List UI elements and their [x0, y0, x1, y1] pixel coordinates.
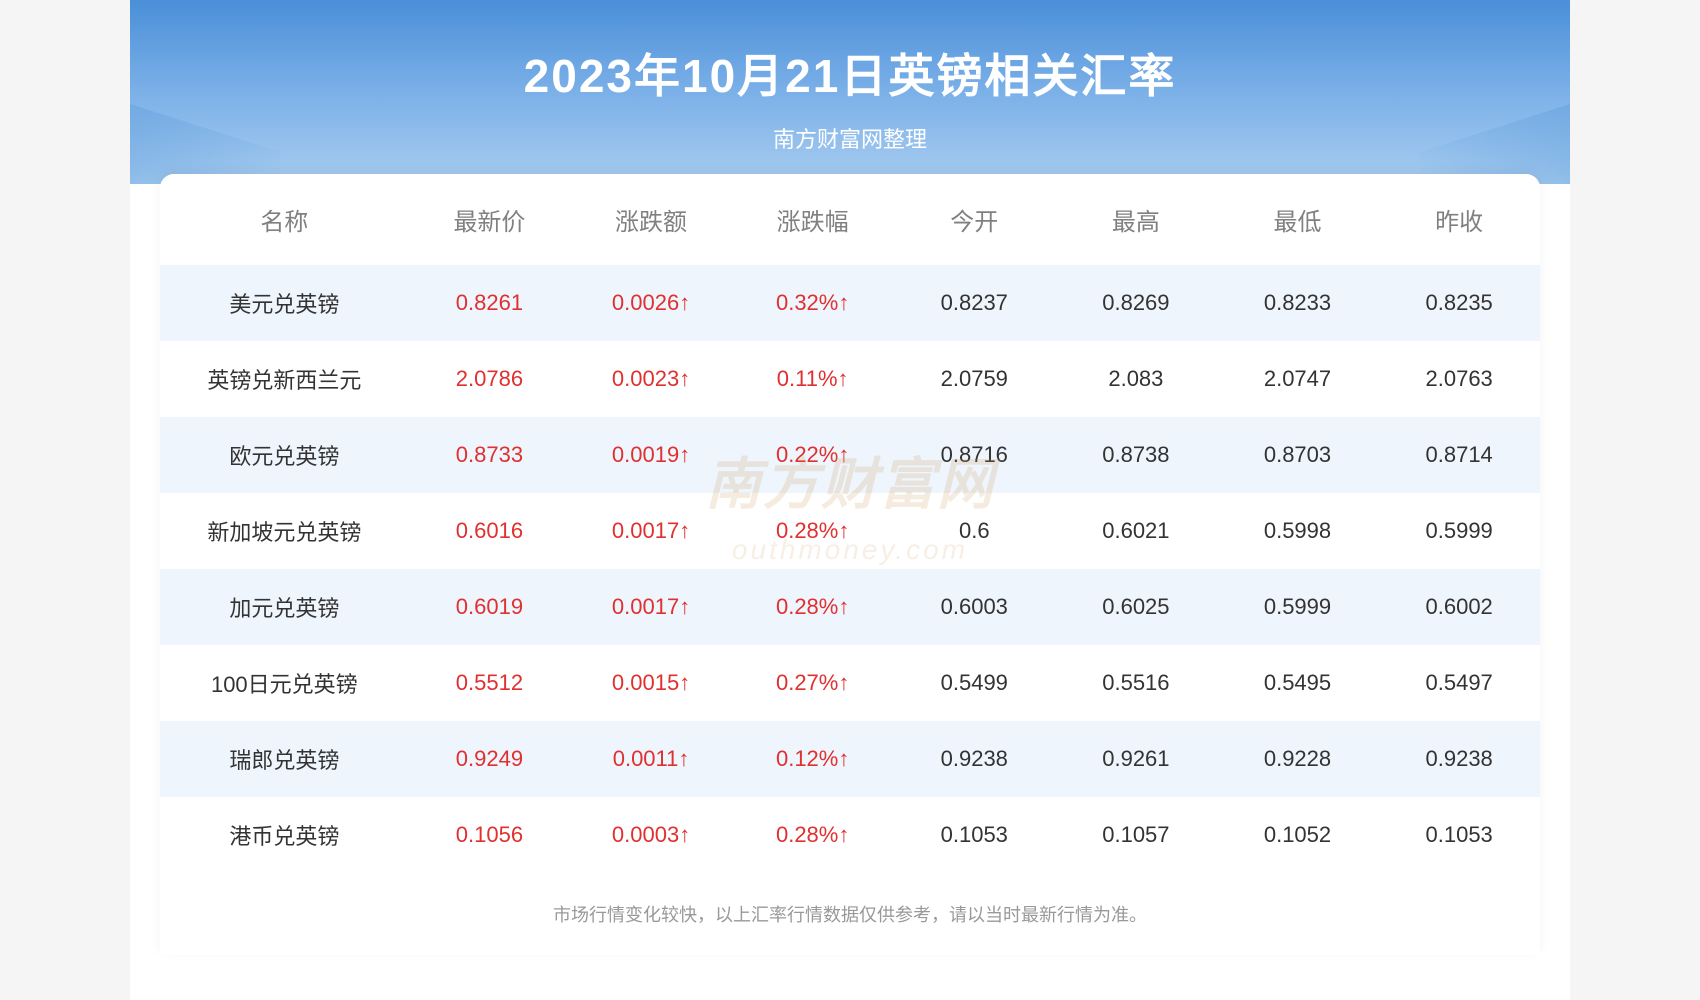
cell-change: 0.0026↑ — [570, 265, 732, 341]
cell-change: 0.0017↑ — [570, 569, 732, 645]
cell-change: 0.0015↑ — [570, 645, 732, 721]
cell-prev: 2.0763 — [1378, 341, 1540, 417]
cell-prev: 0.9238 — [1378, 721, 1540, 797]
col-header-open: 今开 — [893, 174, 1055, 265]
cell-prev: 0.1053 — [1378, 797, 1540, 873]
col-header-pct: 涨跌幅 — [732, 174, 894, 265]
cell-change: 0.0023↑ — [570, 341, 732, 417]
table-row: 新加坡元兑英镑0.60160.0017↑0.28%↑0.60.60210.599… — [160, 493, 1540, 569]
col-header-prev: 昨收 — [1378, 174, 1540, 265]
table-row: 加元兑英镑0.60190.0017↑0.28%↑0.60030.60250.59… — [160, 569, 1540, 645]
cell-high: 0.1057 — [1055, 797, 1217, 873]
page-subtitle: 南方财富网整理 — [130, 122, 1570, 154]
table-row: 瑞郎兑英镑0.92490.0011↑0.12%↑0.92380.92610.92… — [160, 721, 1540, 797]
table-header: 名称 最新价 涨跌额 涨跌幅 今开 最高 最低 昨收 — [160, 174, 1540, 265]
cell-low: 0.1052 — [1217, 797, 1379, 873]
cell-name: 瑞郎兑英镑 — [160, 721, 409, 797]
cell-pct: 0.28%↑ — [732, 493, 894, 569]
cell-pct: 0.11%↑ — [732, 341, 894, 417]
cell-latest: 0.6019 — [409, 569, 571, 645]
table-header-row: 名称 最新价 涨跌额 涨跌幅 今开 最高 最低 昨收 — [160, 174, 1540, 265]
cell-high: 0.8269 — [1055, 265, 1217, 341]
table-wrapper: 名称 最新价 涨跌额 涨跌幅 今开 最高 最低 昨收 美元兑英镑0.82610.… — [130, 174, 1570, 955]
cell-low: 2.0747 — [1217, 341, 1379, 417]
cell-high: 0.9261 — [1055, 721, 1217, 797]
cell-latest: 0.6016 — [409, 493, 571, 569]
cell-latest: 0.8733 — [409, 417, 571, 493]
cell-open: 0.1053 — [893, 797, 1055, 873]
cell-latest: 2.0786 — [409, 341, 571, 417]
cell-pct: 0.27%↑ — [732, 645, 894, 721]
cell-prev: 0.6002 — [1378, 569, 1540, 645]
cell-low: 0.9228 — [1217, 721, 1379, 797]
table-card: 名称 最新价 涨跌额 涨跌幅 今开 最高 最低 昨收 美元兑英镑0.82610.… — [160, 174, 1540, 955]
col-header-change: 涨跌额 — [570, 174, 732, 265]
cell-latest: 0.5512 — [409, 645, 571, 721]
cell-high: 0.6025 — [1055, 569, 1217, 645]
cell-change: 0.0017↑ — [570, 493, 732, 569]
cell-latest: 0.1056 — [409, 797, 571, 873]
cell-prev: 0.8235 — [1378, 265, 1540, 341]
cell-low: 0.5999 — [1217, 569, 1379, 645]
cell-open: 0.8716 — [893, 417, 1055, 493]
cell-low: 0.5998 — [1217, 493, 1379, 569]
cell-open: 0.5499 — [893, 645, 1055, 721]
table-row: 100日元兑英镑0.55120.0015↑0.27%↑0.54990.55160… — [160, 645, 1540, 721]
table-row: 英镑兑新西兰元2.07860.0023↑0.11%↑2.07592.0832.0… — [160, 341, 1540, 417]
page-container: 2023年10月21日英镑相关汇率 南方财富网整理 名称 最新价 涨跌额 涨跌幅… — [130, 0, 1570, 1000]
cell-pct: 0.12%↑ — [732, 721, 894, 797]
cell-low: 0.5495 — [1217, 645, 1379, 721]
cell-low: 0.8233 — [1217, 265, 1379, 341]
cell-open: 0.6 — [893, 493, 1055, 569]
table-row: 港币兑英镑0.10560.0003↑0.28%↑0.10530.10570.10… — [160, 797, 1540, 873]
cell-open: 0.9238 — [893, 721, 1055, 797]
table-row: 欧元兑英镑0.87330.0019↑0.22%↑0.87160.87380.87… — [160, 417, 1540, 493]
cell-name: 新加坡元兑英镑 — [160, 493, 409, 569]
cell-low: 0.8703 — [1217, 417, 1379, 493]
cell-pct: 0.22%↑ — [732, 417, 894, 493]
cell-prev: 0.5999 — [1378, 493, 1540, 569]
cell-high: 0.6021 — [1055, 493, 1217, 569]
col-header-name: 名称 — [160, 174, 409, 265]
cell-latest: 0.8261 — [409, 265, 571, 341]
exchange-rate-table: 名称 最新价 涨跌额 涨跌幅 今开 最高 最低 昨收 美元兑英镑0.82610.… — [160, 174, 1540, 873]
cell-open: 0.6003 — [893, 569, 1055, 645]
table-body: 美元兑英镑0.82610.0026↑0.32%↑0.82370.82690.82… — [160, 265, 1540, 873]
cell-high: 2.083 — [1055, 341, 1217, 417]
table-row: 美元兑英镑0.82610.0026↑0.32%↑0.82370.82690.82… — [160, 265, 1540, 341]
cell-latest: 0.9249 — [409, 721, 571, 797]
cell-change: 0.0003↑ — [570, 797, 732, 873]
cell-name: 加元兑英镑 — [160, 569, 409, 645]
cell-change: 0.0019↑ — [570, 417, 732, 493]
footer-disclaimer: 市场行情变化较快，以上汇率行情数据仅供参考，请以当时最新行情为准。 — [160, 873, 1540, 955]
col-header-latest: 最新价 — [409, 174, 571, 265]
cell-high: 0.8738 — [1055, 417, 1217, 493]
cell-prev: 0.8714 — [1378, 417, 1540, 493]
cell-pct: 0.32%↑ — [732, 265, 894, 341]
cell-name: 欧元兑英镑 — [160, 417, 409, 493]
cell-open: 0.8237 — [893, 265, 1055, 341]
page-title: 2023年10月21日英镑相关汇率 — [130, 40, 1570, 106]
cell-name: 英镑兑新西兰元 — [160, 341, 409, 417]
cell-high: 0.5516 — [1055, 645, 1217, 721]
cell-name: 美元兑英镑 — [160, 265, 409, 341]
cell-name: 港币兑英镑 — [160, 797, 409, 873]
cell-prev: 0.5497 — [1378, 645, 1540, 721]
cell-open: 2.0759 — [893, 341, 1055, 417]
col-header-low: 最低 — [1217, 174, 1379, 265]
cell-pct: 0.28%↑ — [732, 569, 894, 645]
header-banner: 2023年10月21日英镑相关汇率 南方财富网整理 — [130, 0, 1570, 184]
cell-pct: 0.28%↑ — [732, 797, 894, 873]
cell-name: 100日元兑英镑 — [160, 645, 409, 721]
cell-change: 0.0011↑ — [570, 721, 732, 797]
col-header-high: 最高 — [1055, 174, 1217, 265]
